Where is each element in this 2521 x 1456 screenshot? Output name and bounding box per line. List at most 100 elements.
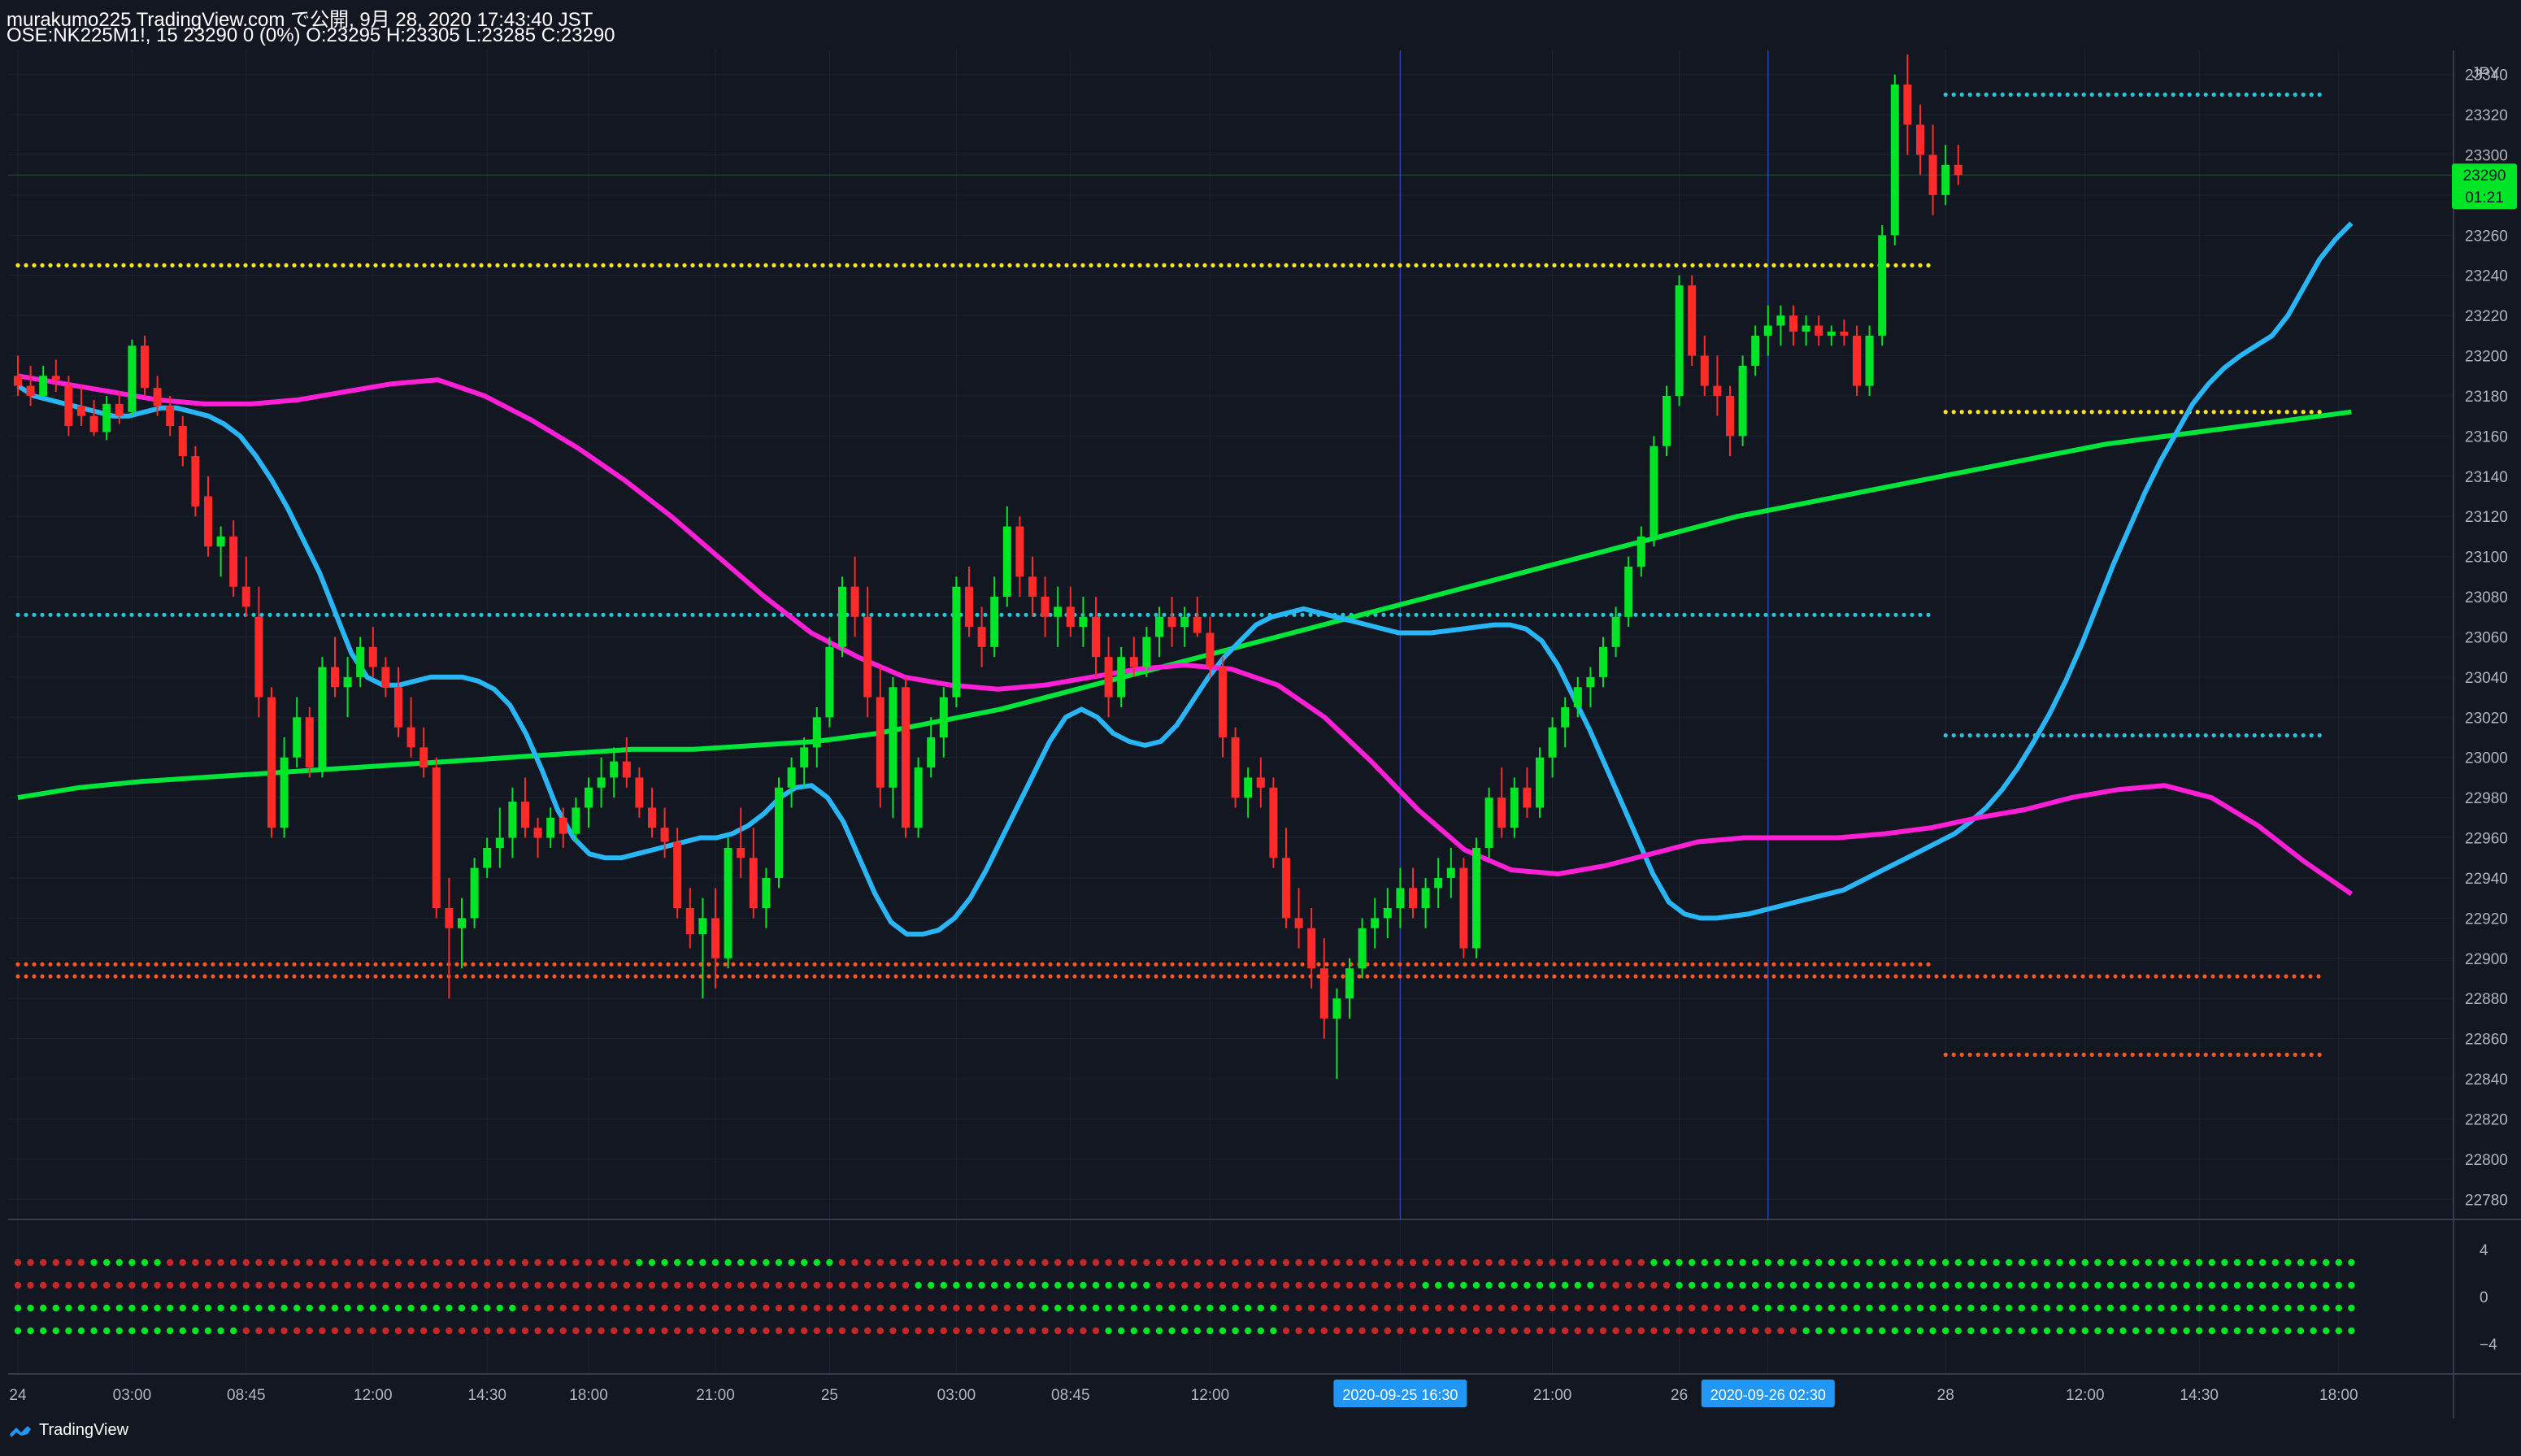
indicator-dot (711, 1281, 719, 1289)
indicator-dot (1510, 1258, 1519, 1267)
level-dot (1698, 962, 1703, 967)
level-dot (1040, 974, 1045, 979)
indicator-dot (661, 1258, 668, 1267)
level-dot (267, 974, 272, 979)
level-dot (1422, 612, 1427, 617)
indicator-dot (293, 1281, 301, 1289)
tradingview-logo[interactable]: TradingView (8, 1421, 128, 1440)
level-dot (219, 263, 224, 267)
level-dot (503, 612, 508, 617)
indicator-dot (2271, 1258, 2279, 1267)
level-dot (194, 612, 199, 617)
level-dot (1828, 962, 1833, 967)
level-dot (1650, 974, 1654, 979)
level-dot (56, 962, 61, 967)
level-dot (24, 974, 28, 979)
indicator-dot (1245, 1281, 1252, 1289)
level-dot (698, 612, 703, 617)
indicator-dot (1181, 1281, 1189, 1289)
candle-body (1282, 858, 1290, 919)
indicator-dot (65, 1304, 72, 1312)
level-dot (2308, 974, 2313, 979)
level-dot (2252, 732, 2257, 738)
indicator-dot (1320, 1327, 1328, 1335)
level-dot (1584, 962, 1589, 967)
level-dot (1951, 410, 1956, 415)
level-dot (15, 612, 20, 617)
indicator-dot (432, 1281, 440, 1289)
level-dot (251, 263, 256, 267)
level-dot (1706, 974, 1711, 979)
level-dot (1780, 612, 1784, 617)
indicator-dot (838, 1304, 846, 1312)
candle-body (1256, 777, 1265, 788)
indicator-dot (1954, 1281, 1962, 1289)
level-dot (137, 962, 142, 967)
level-dot (1267, 962, 1272, 967)
level-dot (2049, 410, 2054, 415)
level-dot (170, 612, 175, 617)
indicator-dot (711, 1304, 719, 1312)
last-price-badge (2452, 163, 2517, 210)
level-dot (544, 612, 549, 617)
indicator-dot (1650, 1327, 1658, 1335)
time-tick-label: 26 (1671, 1387, 1688, 1404)
indicator-dot (65, 1281, 72, 1289)
level-dot (1300, 263, 1305, 267)
indicator-dot (1080, 1304, 1087, 1312)
indicator-dot (1853, 1304, 1861, 1312)
time-tick-label: 03:00 (113, 1387, 152, 1404)
candle-body (939, 697, 948, 738)
indicator-dot (699, 1304, 706, 1312)
indicator-dot (1764, 1327, 1771, 1335)
level-dot (650, 974, 654, 979)
level-dot (633, 612, 638, 617)
indicator-dot (2006, 1304, 2013, 1312)
indicator-dot (1257, 1327, 1265, 1335)
price-chart[interactable]: 2334023320233002328023260232402322023200… (0, 0, 2521, 1419)
indicator-dot (1409, 1327, 1417, 1335)
level-dot (80, 974, 85, 979)
level-dot (1519, 612, 1524, 617)
indicator-dot (1714, 1258, 1721, 1267)
level-dot (893, 263, 898, 267)
indicator-dot (319, 1304, 326, 1312)
indicator-dot (1676, 1327, 1683, 1335)
candle-body (914, 767, 923, 828)
indicator-dot (1206, 1281, 1214, 1289)
level-dot (1690, 263, 1695, 267)
level-dot (690, 612, 695, 617)
indicator-dot (2297, 1281, 2305, 1289)
level-dot (918, 974, 923, 979)
indicator-dot (1954, 1304, 1962, 1312)
indicator-dot (1485, 1258, 1493, 1267)
indicator-dot (141, 1281, 149, 1289)
level-dot (1267, 974, 1272, 979)
level-dot (324, 962, 329, 967)
level-dot (1690, 612, 1695, 617)
level-dot (885, 974, 890, 979)
level-dot (674, 974, 679, 979)
level-dot (1552, 263, 1557, 267)
indicator-dot (826, 1327, 833, 1335)
candle-body (673, 841, 682, 909)
indicator-dot (940, 1327, 948, 1335)
level-dot (2276, 92, 2281, 97)
level-dot (1308, 612, 1313, 617)
candle-body (280, 757, 289, 828)
level-dot (1625, 974, 1630, 979)
level-dot (2301, 732, 2306, 738)
level-dot (1682, 962, 1687, 967)
level-dot (1617, 962, 1622, 967)
level-dot (1536, 974, 1541, 979)
level-dot (381, 974, 386, 979)
candle-body (141, 346, 149, 389)
level-dot (1780, 974, 1784, 979)
candle-body (1827, 331, 1836, 336)
level-dot (259, 974, 264, 979)
level-dot (788, 974, 793, 979)
indicator-dot (1080, 1258, 1087, 1267)
level-dot (1332, 974, 1337, 979)
indicator-dot (826, 1258, 833, 1267)
level-dot (2187, 92, 2192, 97)
